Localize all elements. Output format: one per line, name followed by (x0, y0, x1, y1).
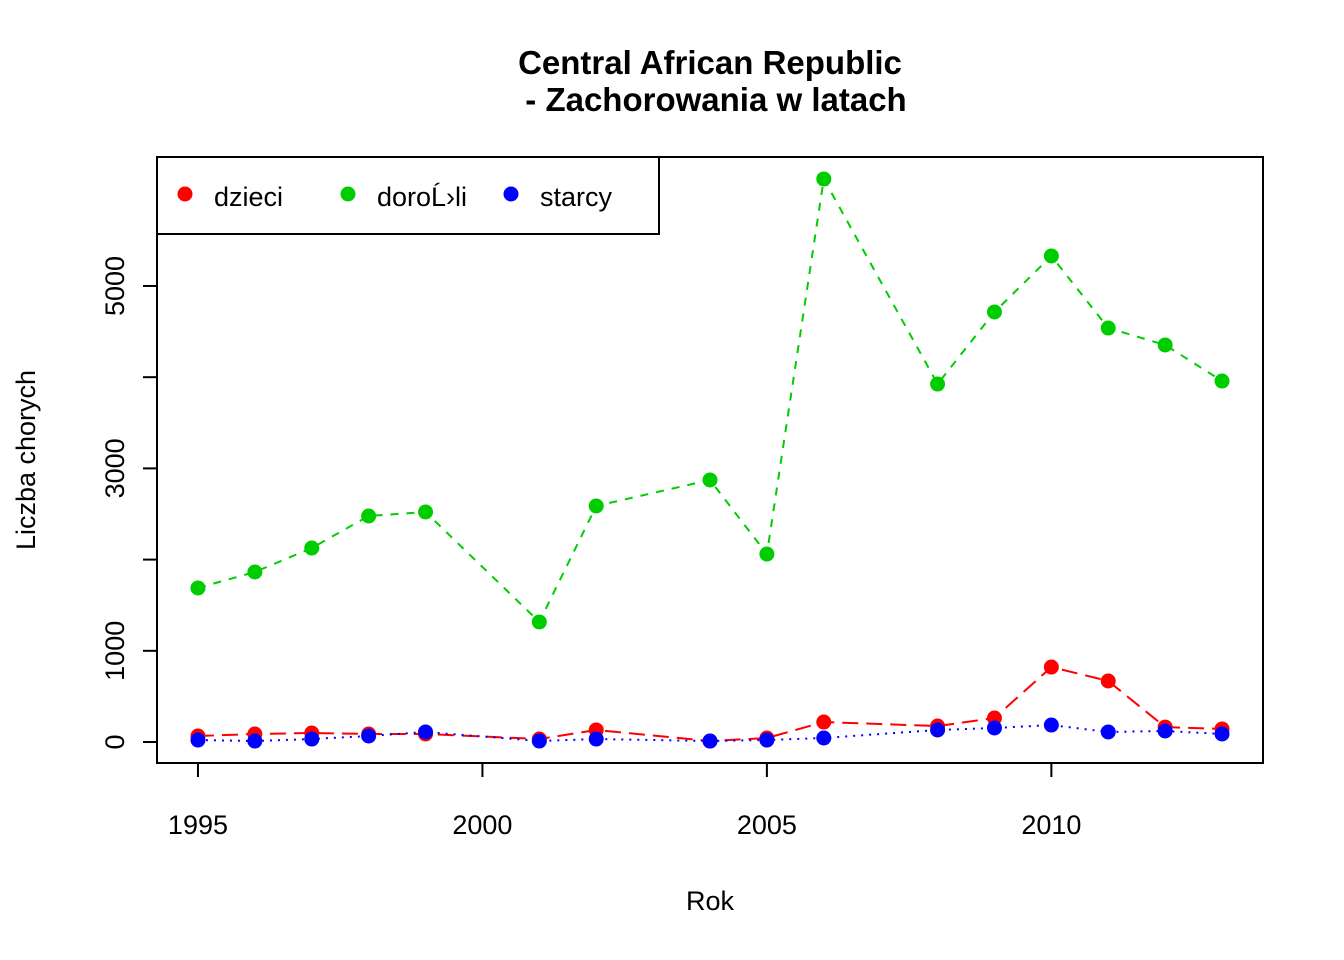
plot-frame (156, 156, 1264, 764)
x-tick-label: 2005 (737, 810, 797, 840)
data-point (1100, 724, 1116, 740)
data-point (304, 540, 320, 556)
series-line (197, 665, 1223, 743)
data-point (247, 733, 263, 749)
data-point (816, 730, 832, 746)
data-point (816, 714, 832, 730)
data-point (361, 508, 377, 524)
x-tick-label: 2010 (1021, 810, 1081, 840)
data-point (418, 504, 434, 520)
data-point (1043, 659, 1059, 675)
y-tick-label: 3000 (100, 438, 130, 498)
data-point (418, 724, 434, 740)
y-tick-label: 5000 (100, 256, 130, 316)
chart-subtitle: - Zachorowania w latach (525, 81, 906, 118)
legend-label: dzieci (214, 182, 283, 212)
x-axis-label: Rok (686, 886, 735, 916)
data-point (1043, 248, 1059, 264)
y-axis-label: Liczba chorych (11, 370, 41, 550)
data-point (190, 580, 206, 596)
data-point (247, 564, 263, 580)
data-point (1157, 337, 1173, 353)
data-point (759, 732, 775, 748)
data-point (1214, 726, 1230, 742)
legend-marker (503, 186, 519, 202)
data-point (759, 546, 775, 562)
data-point (930, 376, 946, 392)
data-point (304, 731, 320, 747)
x-tick-label: 2000 (452, 810, 512, 840)
data-point (986, 720, 1002, 736)
legend-marker (177, 186, 193, 202)
data-point (531, 614, 547, 630)
legend-marker (340, 186, 356, 202)
data-point (1214, 373, 1230, 389)
y-tick-label: 0 (100, 735, 130, 750)
legend-label: starcy (540, 182, 613, 212)
legend-box (156, 156, 660, 235)
data-point (588, 731, 604, 747)
data-point (361, 728, 377, 744)
data-point (1100, 320, 1116, 336)
series-line (197, 175, 1223, 624)
data-point (702, 733, 718, 749)
data-point (986, 304, 1002, 320)
data-point (1157, 723, 1173, 739)
data-point (816, 171, 832, 187)
data-point (531, 733, 547, 749)
y-tick-label: 1000 (100, 621, 130, 681)
data-point (588, 498, 604, 514)
data-point (930, 722, 946, 738)
data-point (1100, 673, 1116, 689)
legend-label: doroĹ›li (377, 182, 467, 212)
chart-title: Central African Republic (518, 44, 902, 81)
data-point (702, 472, 718, 488)
data-point (190, 732, 206, 748)
x-tick-label: 1995 (168, 810, 228, 840)
data-point (1043, 717, 1059, 733)
